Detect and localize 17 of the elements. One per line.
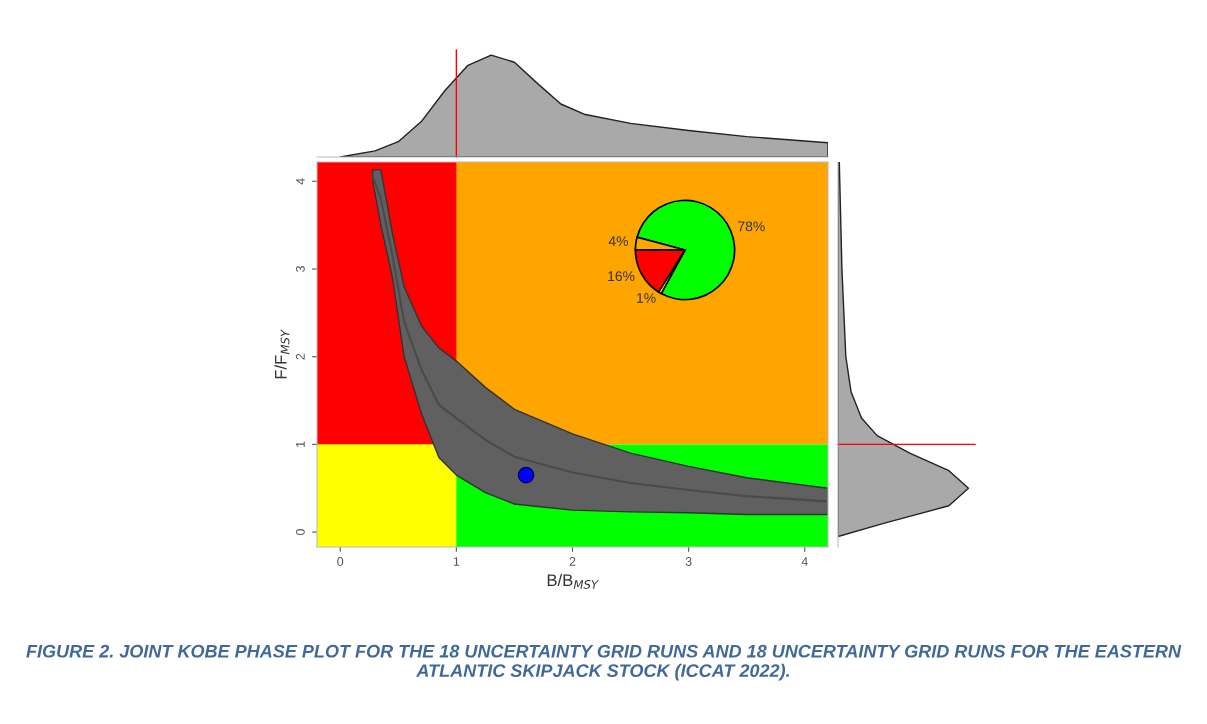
- y-tick-label: 0: [295, 529, 305, 536]
- y-tick-label: 4: [296, 178, 305, 185]
- y-tick-label: 2: [295, 353, 305, 360]
- x-tick-label: 4: [801, 557, 808, 566]
- y-axis-title: F/F$_{MSY}$: [274, 329, 290, 379]
- x-axis-title: B/B$_{MSY}$: [547, 573, 599, 589]
- data-label: 78%: [738, 221, 765, 232]
- caption: FIGURE 2. JOINT KOBE PHASE PLOT FOR THE 18 UNCERTAINTY GRID RUNS AND 18 UNCERTAINTY GRID RUNS FOR THE EASTERN ATLANTIC SKIPJACK STOCK (ICCAT 2022).: [26, 644, 1182, 681]
- data-label: 1%: [637, 293, 656, 303]
- x-tick-label: 3: [685, 557, 692, 566]
- y-tick-label: 3: [295, 266, 305, 272]
- x-tick-label: 1: [453, 557, 460, 566]
- y-tick-label: 1: [296, 441, 305, 447]
- x-tick-label: 2: [569, 557, 576, 566]
- x-tick-label: 0: [337, 557, 344, 566]
- data-label: 4%: [608, 236, 628, 246]
- data-label: 16%: [608, 271, 635, 282]
